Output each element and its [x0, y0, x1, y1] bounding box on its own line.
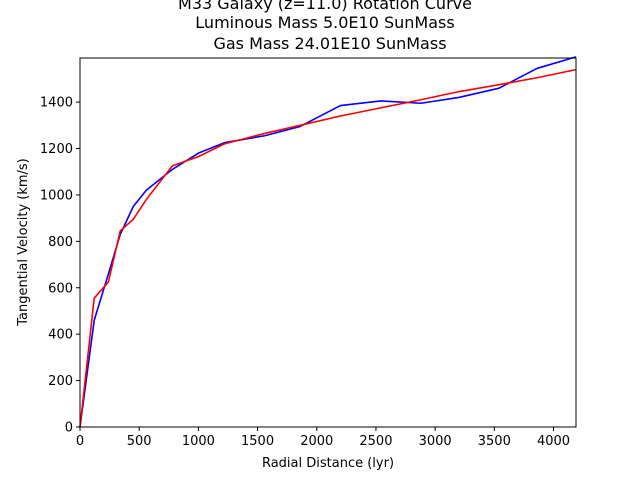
y-tick-label: 800 [48, 235, 73, 250]
x-axis-label: Radial Distance (lyr) [262, 456, 394, 471]
x-tick-label: 2500 [359, 434, 392, 449]
x-tick-label: 1500 [241, 434, 274, 449]
y-tick-label: 1200 [40, 142, 73, 157]
y-tick-label: 200 [48, 374, 73, 389]
x-tick-label: 3500 [478, 434, 511, 449]
chart-title-line-1: M33 Galaxy (z=11.0) Rotation Curve [178, 0, 472, 13]
y-tick-label: 0 [65, 421, 73, 436]
chart-title-line-3: Gas Mass 24.01E10 SunMass [213, 34, 446, 53]
series-line-1 [79, 56, 577, 428]
x-axis-ticks: 0 500 1000 1500 2000 2500 3000 3500 4000 [76, 427, 570, 449]
y-tick-label: 400 [48, 328, 73, 343]
y-tick-label: 1000 [40, 188, 73, 203]
y-tick-label: 1400 [40, 96, 73, 111]
x-tick-label: 2000 [300, 434, 333, 449]
chart-title-line-2: Luminous Mass 5.0E10 SunMass [195, 13, 454, 32]
x-tick-label: 3000 [419, 434, 452, 449]
series-layer [79, 56, 577, 428]
x-tick-label: 1000 [182, 434, 215, 449]
x-tick-label: 0 [76, 434, 84, 449]
x-tick-label: 4000 [537, 434, 570, 449]
y-axis-label: Tangential Velocity (km/s) [16, 158, 31, 327]
series-line-2 [79, 68, 577, 428]
y-axis-ticks: 0 200 400 600 800 1000 1200 1400 [40, 96, 80, 436]
y-tick-label: 600 [48, 281, 73, 296]
plot-area-frame [79, 57, 577, 428]
chart-title: M33 Galaxy (z=11.0) Rotation Curve Lumin… [178, 0, 472, 53]
x-tick-label: 500 [127, 434, 152, 449]
